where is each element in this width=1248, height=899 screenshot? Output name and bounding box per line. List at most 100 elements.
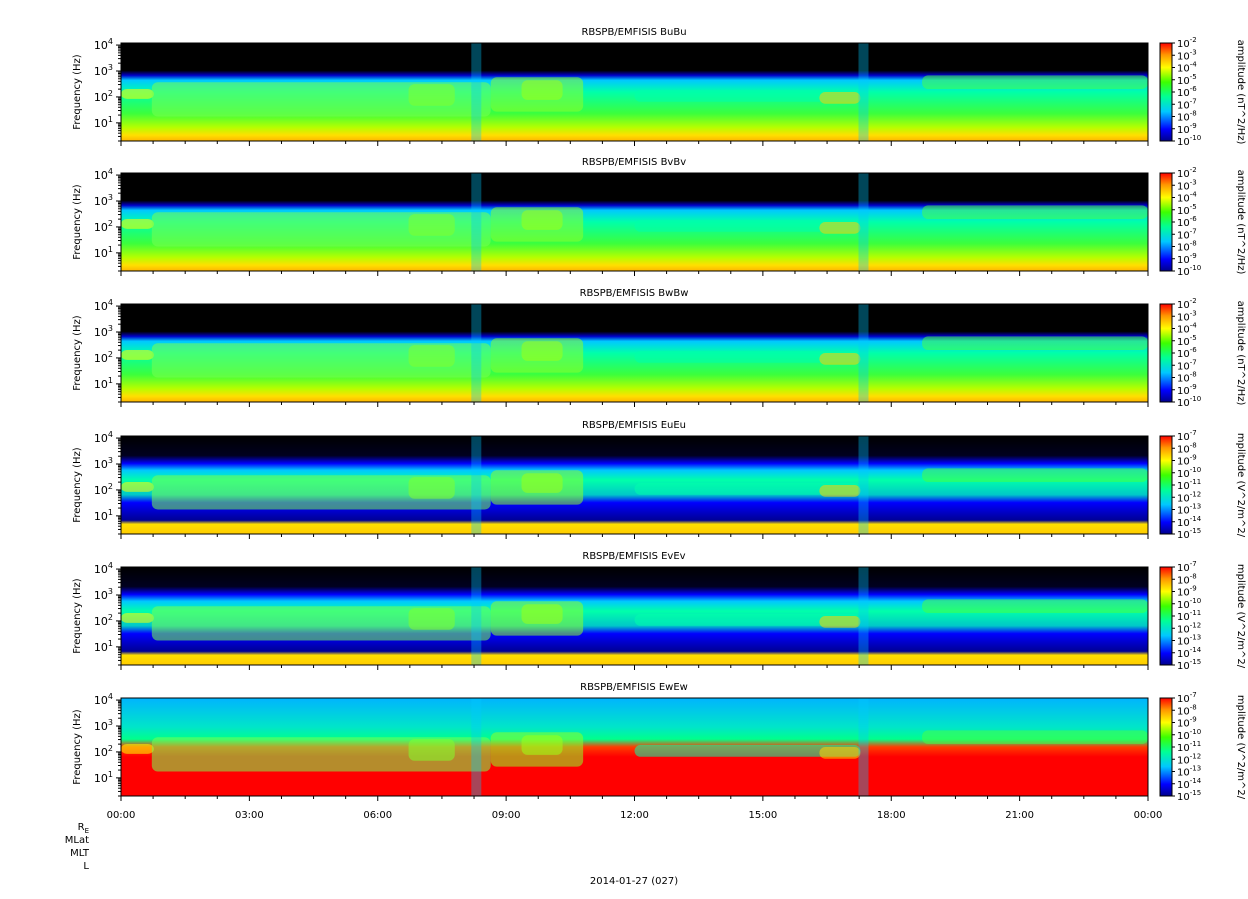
x-tick-label: 03:00: [235, 810, 264, 821]
emission-band: [819, 222, 861, 234]
emission-band: [490, 338, 584, 373]
emission-band: [121, 89, 154, 99]
burst-column: [471, 173, 482, 271]
emission-band: [922, 336, 1148, 351]
emission-band: [490, 77, 584, 112]
ephemeris-label: MLT: [70, 848, 90, 859]
emission-band: [819, 92, 861, 104]
emission-band: [922, 468, 1148, 483]
colorbar-tick-label: 10-9: [1177, 585, 1197, 599]
colorbar: [1159, 172, 1173, 272]
y-tick-label: 102: [94, 89, 113, 104]
burst-column: [471, 43, 482, 141]
colorbar-label: mplitude (V^2/m^2/: [1235, 695, 1246, 800]
colorbar-tick-label: 10-2: [1177, 297, 1197, 311]
colorbar-tick-label: 10-12: [1177, 490, 1201, 504]
burst-column: [858, 698, 869, 796]
colorbar-tick-label: 10-8: [1177, 572, 1197, 586]
colorbar-tick-label: 10-2: [1177, 36, 1197, 50]
emission-band: [634, 614, 861, 626]
y-tick-label: 103: [94, 193, 113, 208]
y-tick-label: 102: [94, 613, 113, 628]
emission-band: [634, 745, 861, 757]
colorbar-tick-label: 10-8: [1177, 110, 1197, 124]
colorbar-tick-label: 10-9: [1177, 252, 1197, 266]
emission-band: [490, 732, 584, 767]
x-tick-label: 09:00: [492, 810, 521, 821]
colorbar-tick-label: 10-7: [1177, 358, 1197, 372]
emission-band: [634, 220, 861, 232]
y-tick-label: 102: [94, 482, 113, 497]
colorbar-tick-label: 10-11: [1177, 478, 1201, 492]
colorbar-tick-label: 10-10: [1177, 597, 1201, 611]
emission-band: [490, 470, 584, 505]
colorbar-tick-label: 10-2: [1177, 166, 1197, 180]
panel-title: RBSPB/EMFISIS EvEv: [582, 551, 685, 562]
y-tick-label: 101: [94, 639, 113, 654]
colorbar-tick-label: 10-8: [1177, 703, 1197, 717]
burst-column: [858, 173, 869, 271]
emission-band: [819, 485, 861, 497]
colorbar-tick-label: 10-7: [1177, 97, 1197, 111]
burst-column: [471, 698, 482, 796]
y-tick-label: 103: [94, 63, 113, 78]
emission-band: [922, 205, 1148, 220]
y-axis-label: Frequency (Hz): [72, 578, 83, 654]
y-axis-label: Frequency (Hz): [72, 184, 83, 260]
ephemeris-label: L: [83, 861, 89, 872]
colorbar: [1159, 303, 1173, 403]
colorbar-tick-label: 10-9: [1177, 383, 1197, 397]
panel-title: RBSPB/EMFISIS EuEu: [582, 420, 686, 431]
colorbar-tick-label: 10-14: [1177, 646, 1202, 660]
y-axis-label: Frequency (Hz): [72, 315, 83, 391]
colorbar-tick-label: 10-14: [1177, 515, 1202, 529]
panel-title: RBSPB/EMFISIS BuBu: [581, 27, 686, 38]
emission-band: [121, 744, 154, 754]
spectrogram-panel-5: RBSPB/EMFISIS EvEv 101 102 103 104 Frequency …: [72, 551, 1246, 672]
colorbar-tick-label: 10-4: [1177, 322, 1197, 336]
colorbar-tick-label: 10-10: [1177, 395, 1201, 409]
emission-band: [121, 613, 154, 623]
colorbar-label: amplitude (nT^2/Hz): [1235, 170, 1246, 275]
colorbar-tick-label: 10-9: [1177, 122, 1197, 136]
x-tick-label: 21:00: [1005, 810, 1034, 821]
emission-band: [151, 212, 491, 247]
y-tick-label: 104: [94, 167, 113, 182]
y-axis-label: Frequency (Hz): [72, 447, 83, 523]
colorbar-tick-label: 10-12: [1177, 621, 1201, 635]
colorbar-tick-label: 10-10: [1177, 134, 1201, 148]
y-tick-label: 103: [94, 718, 113, 733]
emission-band: [922, 599, 1148, 614]
colorbar: [1159, 697, 1173, 797]
x-tick-label: 00:00: [1134, 810, 1163, 821]
panel-title: RBSPB/EMFISIS EwEw: [580, 682, 688, 693]
spectrogram-panel-2: RBSPB/EMFISIS BvBv 101 102 103 104 Frequency …: [72, 157, 1246, 278]
colorbar-tick-label: 10-4: [1177, 61, 1197, 75]
burst-column: [858, 436, 869, 534]
emission-band: [634, 483, 861, 495]
colorbar-tick-label: 10-13: [1177, 765, 1201, 779]
x-tick-label: 12:00: [620, 810, 649, 821]
burst-column: [858, 43, 869, 141]
y-tick-label: 102: [94, 219, 113, 234]
colorbar-tick-label: 10-7: [1177, 429, 1197, 443]
colorbar-tick-label: 10-15: [1177, 527, 1201, 541]
y-tick-label: 101: [94, 245, 113, 260]
colorbar-tick-label: 10-14: [1177, 777, 1202, 791]
emission-band: [490, 207, 584, 242]
burst-column: [858, 304, 869, 402]
y-tick-label: 101: [94, 508, 113, 523]
spectrogram-panel-3: RBSPB/EMFISIS BwBw 101 102 103 104 Frequency …: [72, 288, 1246, 409]
x-tick-label: 18:00: [877, 810, 906, 821]
ephemeris-label: RE: [78, 822, 89, 835]
colorbar-tick-label: 10-6: [1177, 85, 1197, 99]
colorbar-tick-label: 10-6: [1177, 346, 1197, 360]
emission-band: [922, 75, 1148, 90]
colorbar-tick-label: 10-3: [1177, 48, 1197, 62]
colorbar-tick-label: 10-13: [1177, 634, 1201, 648]
y-tick-label: 104: [94, 298, 113, 313]
x-tick-label: 00:00: [107, 810, 136, 821]
emission-band: [634, 351, 861, 363]
colorbar-tick-label: 10-9: [1177, 716, 1197, 730]
colorbar: [1159, 435, 1173, 535]
